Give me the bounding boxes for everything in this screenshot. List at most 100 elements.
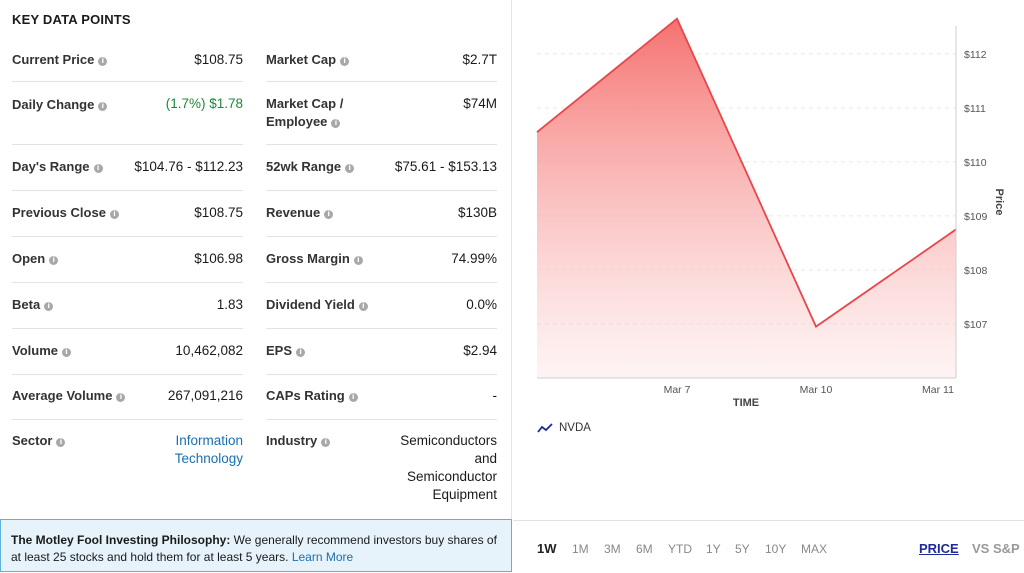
y-tick-label: $109 (964, 211, 988, 223)
label-volume: Volume (12, 343, 58, 358)
y-tick-label: $111 (964, 103, 986, 115)
y-tick-label: $110 (964, 157, 987, 169)
info-icon[interactable]: i (324, 210, 334, 219)
value-caps-rating: - (492, 388, 498, 403)
investing-philosophy-banner: The Motley Fool Investing Philosophy: We… (0, 519, 512, 572)
data-row-market-cap-employee: Market Cap / Employee i $74M (266, 82, 497, 145)
legend-label: NVDA (559, 422, 591, 434)
range-3m[interactable]: 3M (604, 542, 621, 556)
data-row-industry: Industry i Semiconductors and Semiconduct… (266, 420, 497, 510)
info-icon[interactable]: i (49, 256, 59, 265)
value-market-cap-employee: $74M (463, 96, 497, 111)
sector-line-2: Technology (174, 451, 243, 466)
label-current-price: Current Price (12, 52, 95, 67)
range-ytd[interactable]: YTD (668, 542, 692, 556)
label-beta: Beta (12, 297, 41, 312)
data-row-52wk-range: 52wk Range i $75.61 - $153.13 (266, 145, 497, 191)
industry-line-1: Semiconductors (400, 433, 497, 448)
data-row-caps-rating: CAPs Rating i - (266, 375, 497, 420)
info-icon[interactable]: i (62, 348, 71, 357)
info-icon[interactable]: i (56, 438, 66, 447)
key-data-title: KEY DATA POINTS (12, 12, 131, 27)
value-beta: 1.83 (216, 297, 243, 312)
data-row-eps: EPS i $2.94 (266, 329, 497, 375)
label-dividend-yield: Dividend Yield (266, 297, 355, 312)
info-icon[interactable]: i (98, 102, 108, 111)
key-data-panel: KEY DATA POINTS Current Price i $108.75 D… (0, 0, 512, 572)
range-10y[interactable]: 10Y (765, 542, 787, 556)
x-axis-title: TIME (733, 397, 759, 409)
data-row-volume: Volume i 10,462,082 (12, 329, 243, 375)
x-tick-label: Mar 11 (922, 384, 954, 396)
label-industry: Industry (266, 433, 318, 448)
info-icon[interactable]: i (331, 119, 341, 128)
label-revenue: Revenue (266, 205, 321, 220)
range-5y[interactable]: 5Y (735, 542, 750, 556)
y-tick-label: $108 (964, 265, 988, 277)
y-axis-title: Price (993, 189, 1005, 216)
label-market-cap-employee-2: Employee (266, 114, 328, 129)
data-row-previous-close: Previous Close i $108.75 (12, 191, 243, 237)
mode-price[interactable]: PRICE (919, 541, 959, 556)
label-gross-margin: Gross Margin (266, 251, 350, 266)
info-icon[interactable]: i (358, 302, 368, 311)
info-icon[interactable]: i (116, 393, 126, 402)
info-icon[interactable]: i (345, 164, 355, 173)
data-row-average-volume: Average Volume i 267,091,216 (12, 375, 243, 420)
label-previous-close: Previous Close (12, 205, 106, 220)
x-tick-label: Mar 10 (800, 384, 833, 396)
info-icon[interactable]: i (44, 302, 54, 311)
sector-line-1: Information (175, 433, 243, 448)
label-days-range: Day's Range (12, 159, 90, 174)
label-52wk-range: 52wk Range (266, 159, 342, 174)
sector-link[interactable]: Information Technology (175, 420, 243, 480)
philosophy-text: We generally recommend investors buy sha… (11, 533, 497, 564)
price-chart-svg: $112 $111 $110 $109 $108 $107 Mar 7 Mar 10 Mar … (536, 17, 1005, 409)
range-max[interactable]: MAX (801, 542, 828, 556)
label-market-cap-employee-1: Market Cap / (266, 96, 344, 111)
info-icon[interactable]: i (353, 256, 363, 265)
range-1y[interactable]: 1Y (706, 542, 721, 556)
value-daily-change: (1.7%) $1.78 (165, 96, 243, 111)
value-average-volume: 267,091,216 (167, 388, 243, 403)
chart-legend[interactable]: NVDA (537, 422, 591, 434)
label-sector: Sector (12, 433, 53, 448)
data-row-market-cap: Market Cap i $2.7T (266, 42, 497, 82)
price-chart[interactable]: $112 $111 $110 $109 $108 $107 Mar 7 Mar 10 Mar … (520, 10, 1020, 430)
data-row-sector: Sector i Information Technology (12, 420, 243, 480)
line-chart-icon (537, 423, 553, 433)
label-daily-change: Daily Change (12, 97, 95, 112)
info-icon[interactable]: i (296, 348, 306, 357)
value-dividend-yield: 0.0% (466, 297, 497, 312)
data-row-beta: Beta i 1.83 (12, 283, 243, 329)
data-row-daily-change: Daily Change i (1.7%) $1.78 (12, 82, 243, 145)
value-52wk-range: $75.61 - $153.13 (394, 159, 497, 174)
info-icon[interactable]: i (340, 57, 350, 66)
mode-vs-sp[interactable]: VS S&P (972, 541, 1020, 556)
range-1m[interactable]: 1M (572, 542, 589, 556)
data-row-current-price: Current Price i $108.75 (12, 42, 243, 82)
range-1w[interactable]: 1W (537, 541, 557, 556)
label-caps-rating: CAPs Rating (266, 388, 345, 403)
label-average-volume: Average Volume (12, 388, 113, 403)
info-icon[interactable]: i (93, 164, 103, 173)
chart-controls: 1W 1M 3M 6M YTD 1Y 5Y 10Y MAX PRICE VS S… (513, 520, 1024, 573)
info-icon[interactable]: i (321, 438, 331, 447)
info-icon[interactable]: i (98, 57, 108, 66)
price-area (537, 18, 956, 379)
value-days-range: $104.76 - $112.23 (134, 159, 243, 174)
value-previous-close: $108.75 (194, 205, 243, 220)
data-row-open: Open i $106.98 (12, 237, 243, 283)
value-current-price: $108.75 (194, 52, 243, 67)
philosophy-heading: The Motley Fool Investing Philosophy: (11, 533, 231, 547)
label-eps: EPS (266, 343, 293, 358)
learn-more-link[interactable]: Learn More (291, 550, 354, 564)
info-icon[interactable]: i (109, 210, 119, 219)
value-gross-margin: 74.99% (451, 251, 497, 266)
info-icon[interactable]: i (348, 393, 358, 402)
data-row-revenue: Revenue i $130B (266, 191, 497, 237)
range-6m[interactable]: 6M (636, 542, 653, 556)
x-tick-label: Mar 7 (664, 384, 691, 396)
data-row-days-range: Day's Range i $104.76 - $112.23 (12, 145, 243, 191)
data-row-gross-margin: Gross Margin i 74.99% (266, 237, 497, 283)
